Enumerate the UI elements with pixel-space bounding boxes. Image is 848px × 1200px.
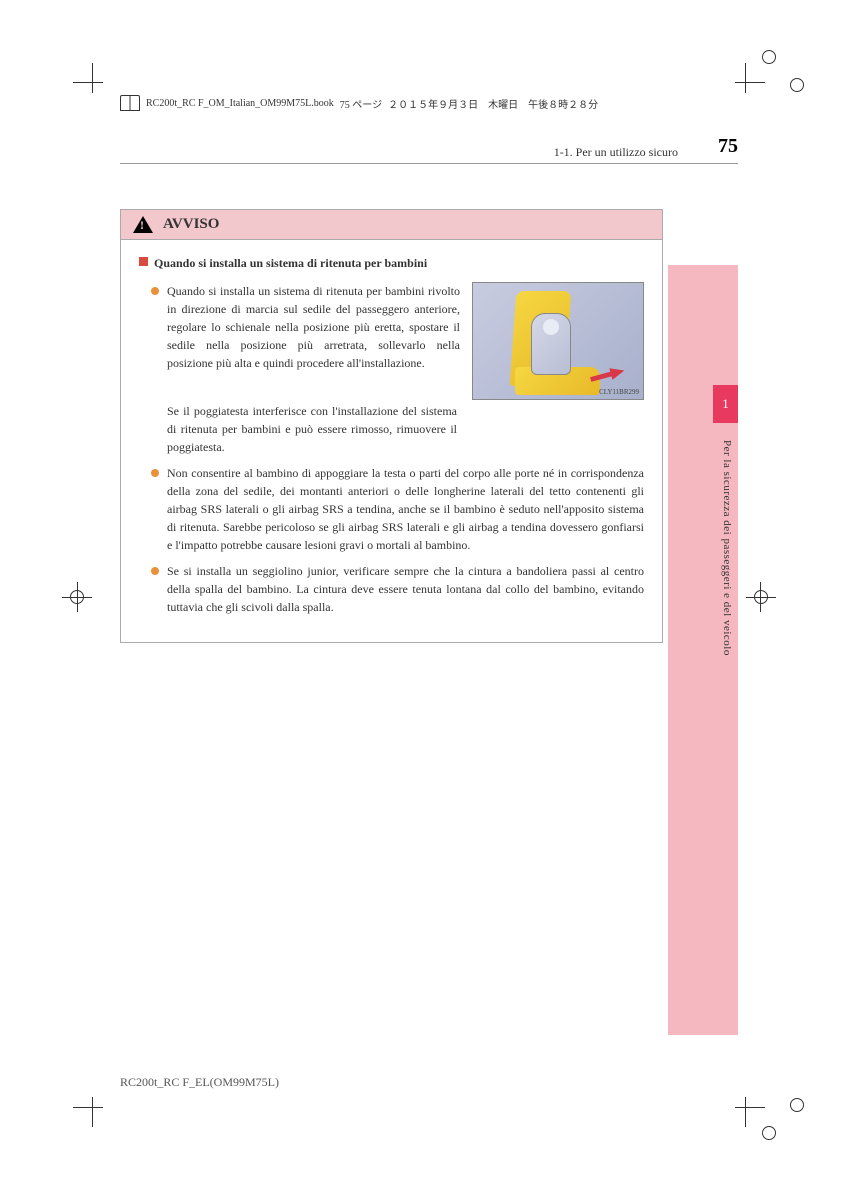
crop-circle-br (762, 1126, 776, 1140)
chapter-number-badge: 1 (713, 385, 738, 423)
warning-box: AVVISO Quando si installa un sistema di … (120, 209, 663, 643)
bullet-text: Quando si installa un sistema di ritenut… (167, 282, 460, 372)
bullet-text: Se si installa un seggiolino junior, ver… (167, 562, 644, 616)
page-content: 1-1. Per un utilizzo sicuro 75 1 Per la … (120, 135, 738, 1090)
bullet-text: Non consentire al bambino di appoggiare … (167, 464, 644, 554)
book-icon (120, 95, 140, 111)
bullet-item: Quando si installa un sistema di ritenut… (139, 282, 644, 400)
chapter-tab-label: Per la sicurezza dei passeggeri e del ve… (721, 440, 733, 656)
bullet-item-continuation: Se il poggiatesta interferisce con l'ins… (139, 402, 644, 456)
illustration-code: CLY11BR299 (599, 387, 639, 398)
crop-circle-tr (762, 50, 776, 64)
crop-circle-br2 (790, 1098, 804, 1112)
red-square-bullet-icon (139, 257, 148, 266)
bullet-text: Se il poggiatesta interferisce con l'ins… (167, 402, 457, 456)
page-number: 75 (718, 135, 738, 158)
subheading-text: Quando si installa un sistema di ritenut… (154, 254, 427, 272)
crop-circle-tr2 (790, 78, 804, 92)
orange-bullet-icon (151, 469, 159, 477)
bullet-item: Non consentire al bambino di appoggiare … (139, 464, 644, 554)
warning-body: Quando si installa un sistema di ritenut… (121, 240, 662, 642)
print-page-label: 75 ページ (340, 96, 382, 111)
footer-document-code: RC200t_RC F_EL(OM99M75L) (120, 1075, 279, 1090)
warning-subheading: Quando si installa un sistema di ritenut… (139, 254, 644, 272)
print-metadata-bar: RC200t_RC F_OM_Italian_OM99M75L.book 75 … (120, 95, 738, 111)
orange-bullet-icon (151, 567, 159, 575)
warning-title: AVVISO (163, 216, 219, 233)
warning-header: AVVISO (121, 210, 662, 240)
section-title: 1-1. Per un utilizzo sicuro (554, 145, 678, 160)
orange-bullet-icon (151, 287, 159, 295)
print-date: ２０１５年９月３日 木曜日 午後８時２８分 (388, 96, 598, 111)
print-filename: RC200t_RC F_OM_Italian_OM99M75L.book (146, 98, 334, 109)
warning-triangle-icon (133, 216, 153, 233)
child-seat-illustration: CLY11BR299 (472, 282, 644, 400)
chapter-tab: 1 Per la sicurezza dei passeggeri e del … (668, 265, 738, 1035)
header-rule (120, 163, 738, 164)
bullet-item: Se si installa un seggiolino junior, ver… (139, 562, 644, 616)
